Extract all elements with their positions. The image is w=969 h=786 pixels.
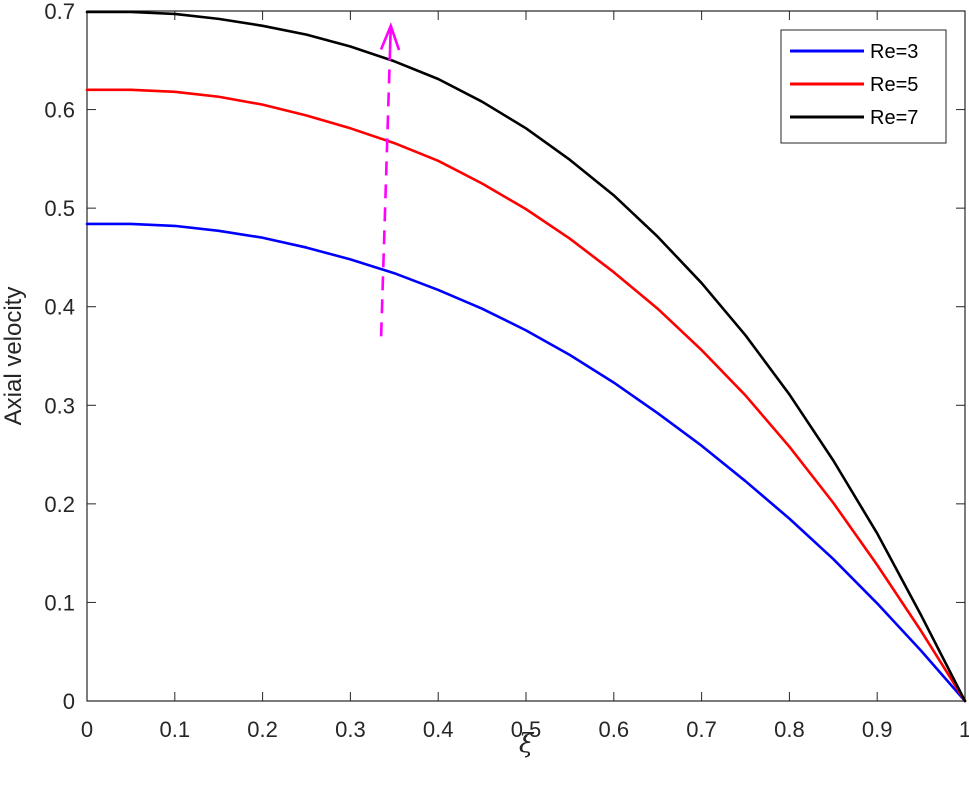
x-tick-label: 0.2: [247, 717, 278, 742]
series-line-re-3: [85, 222, 967, 703]
annotation-layer: [379, 22, 401, 337]
y-tick-label: 0.1: [44, 590, 75, 615]
legend: Re=3 Re=5 Re=7: [780, 29, 947, 144]
y-tick-label: 0.7: [44, 0, 75, 24]
series-line-re-5: [85, 88, 967, 703]
y-tick-label: 0.5: [44, 196, 75, 221]
y-tick-label: 0.6: [44, 98, 75, 123]
x-tick-label: 0.8: [774, 717, 805, 742]
x-tick-label: 0.6: [599, 717, 630, 742]
annotation-arrow-tip: [388, 25, 393, 50]
x-axis: 0 0.1 0.2 0.3 0.4 0.5 0.6 0.7 0.8 0.9 1: [81, 11, 969, 742]
x-tick-label: 0.7: [686, 717, 717, 742]
y-tick-label: 0.3: [44, 393, 75, 418]
x-tick-label: 0.3: [335, 717, 366, 742]
x-tick-label: 0.1: [160, 717, 191, 742]
x-tick-label: 1: [959, 717, 969, 742]
annotation-arrow-shaft: [379, 49, 392, 337]
x-tick-label: 0.5: [511, 717, 542, 742]
y-tick-label: 0.2: [44, 492, 75, 517]
legend-label: Re=7: [870, 107, 918, 129]
series-layer: [85, 10, 967, 703]
y-axis: 0 0.1 0.2 0.3 0.4 0.5 0.6 0.7: [44, 0, 965, 714]
y-axis-title: Axial velocity: [0, 287, 27, 426]
legend-label: Re=3: [870, 41, 918, 63]
y-tick-label: 0.4: [44, 295, 75, 320]
y-tick-label: 0: [63, 689, 75, 714]
series-line-re-7: [85, 10, 967, 703]
legend-box: [780, 29, 947, 144]
x-tick-label: 0.9: [862, 717, 893, 742]
x-tick-label: 0.4: [423, 717, 454, 742]
x-axis-title: ξ: [519, 729, 535, 759]
legend-label: Re=5: [870, 74, 918, 96]
x-tick-label: 0: [81, 717, 93, 742]
